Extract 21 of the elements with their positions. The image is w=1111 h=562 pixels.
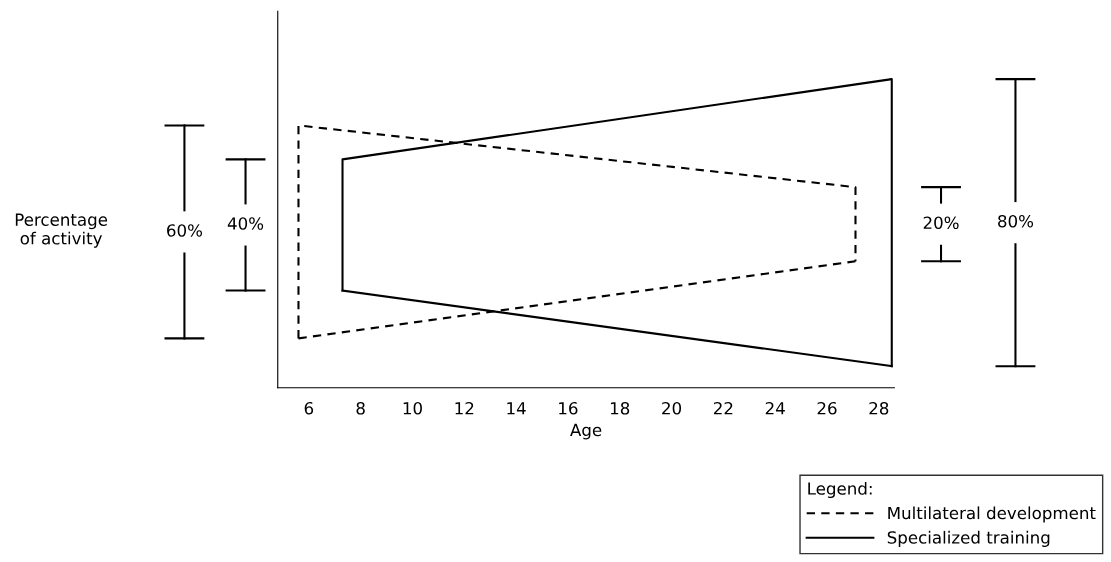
x-axis-title: Age bbox=[570, 423, 602, 440]
x-tick-label: 18 bbox=[610, 401, 630, 415]
x-tick-label: 24 bbox=[765, 401, 785, 415]
x-tick-label: 20 bbox=[662, 401, 682, 415]
x-tick-label: 28 bbox=[869, 401, 889, 415]
x-tick-label: 8 bbox=[356, 401, 365, 415]
x-tick-label: 6 bbox=[304, 401, 314, 415]
text: 60% bbox=[167, 224, 203, 237]
x-tick-label: 10 bbox=[403, 401, 422, 415]
text: Percentage of activity bbox=[15, 213, 108, 248]
text: 40% bbox=[227, 217, 264, 230]
legend-title: Legend: bbox=[808, 481, 872, 499]
x-tick-label: 12 bbox=[455, 401, 474, 415]
x-tick-label: 16 bbox=[559, 401, 578, 415]
text: 20% bbox=[923, 216, 959, 230]
x-tick-label: 14 bbox=[507, 402, 526, 415]
x-tick-label: 26 bbox=[817, 401, 837, 415]
text: 80% bbox=[998, 214, 1034, 228]
legend-label: Specialized training bbox=[887, 530, 1050, 547]
legend-label: Multilateral development bbox=[888, 506, 1096, 523]
x-tick-label: 22 bbox=[713, 401, 733, 415]
